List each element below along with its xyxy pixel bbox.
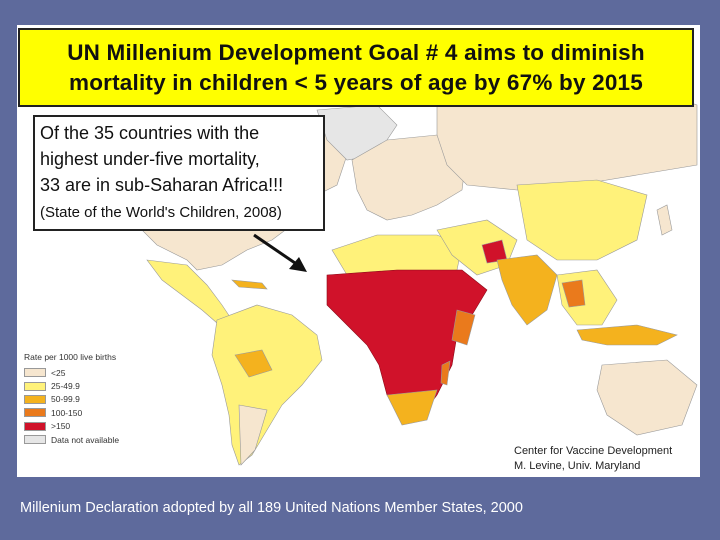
legend-item: 50-99.9 — [24, 393, 164, 406]
legend-label: 100-150 — [51, 407, 83, 418]
south-america-south — [238, 404, 268, 466]
credit-text: Center for Vaccine Development M. Levine… — [514, 445, 673, 472]
indochina-region — [561, 279, 586, 308]
bolivia-region — [234, 349, 273, 378]
central-america-region — [146, 259, 233, 324]
legend-title: Rate per 1000 live births — [24, 352, 117, 362]
legend-swatch — [24, 408, 46, 418]
legend-label: 25-49.9 — [51, 381, 80, 392]
legend-swatch — [24, 394, 46, 404]
legend-swatch — [24, 421, 46, 431]
south-america-region — [211, 304, 323, 466]
legend-label: <25 — [51, 367, 66, 378]
europe-region — [351, 134, 468, 221]
footer-text: Millenium Declaration adopted by all 189… — [20, 500, 523, 516]
legend-swatch — [24, 435, 46, 445]
southern-africa-region — [386, 389, 438, 426]
australia-region — [596, 359, 698, 436]
callout-text: Of the 35 countries with the highest und… — [40, 123, 284, 195]
caribbean-region — [231, 279, 268, 290]
south-asia-region — [496, 254, 558, 326]
legend-label: Data not available — [51, 434, 120, 445]
legend-item: >150 — [24, 420, 164, 433]
legend-item: <25 — [24, 366, 164, 379]
slide-title: UN Millenium Development Goal # 4 aims t… — [67, 39, 645, 95]
legend-item: 100-150 — [24, 406, 164, 419]
legend-label: 50-99.9 — [51, 394, 80, 405]
legend-label: >150 — [51, 421, 71, 432]
legend-swatch — [24, 381, 46, 391]
callout-arrow — [253, 233, 296, 265]
east-africa-region — [451, 309, 476, 346]
map-legend: Rate per 1000 live births <25 25-49.9 50… — [24, 352, 164, 446]
madagascar-region — [440, 360, 451, 386]
legend-item: Data not available — [24, 433, 164, 446]
callout-arrow-head — [289, 257, 307, 272]
japan-region — [656, 204, 673, 236]
indonesia-region — [576, 324, 678, 346]
north-africa-region — [331, 234, 463, 276]
callout-source: (State of the World's Children, 2008) — [40, 204, 282, 221]
legend-swatch — [24, 368, 46, 378]
legend-item: 25-49.9 — [24, 379, 164, 392]
title-box: UN Millenium Development Goal # 4 aims t… — [18, 28, 694, 107]
east-asia-region — [516, 179, 648, 261]
callout-box: Of the 35 countries with the highest und… — [33, 115, 325, 231]
slide-top-band — [0, 0, 720, 22]
